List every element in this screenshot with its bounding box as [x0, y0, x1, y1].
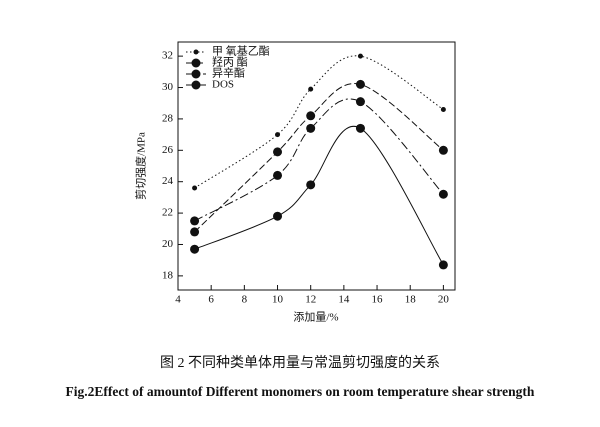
legend-label: 甲 氧基乙酯 — [212, 44, 270, 58]
data-point — [306, 180, 316, 190]
series-line — [194, 125, 444, 266]
x-tick-label: 14 — [338, 294, 350, 306]
legend-marker — [191, 58, 201, 68]
y-tick-label: 18 — [162, 269, 174, 281]
x-tick-label: 18 — [405, 294, 417, 306]
x-tick-label: 16 — [372, 294, 384, 306]
data-point — [438, 145, 448, 155]
data-point — [440, 106, 446, 112]
data-point — [355, 123, 365, 133]
data-point — [192, 185, 198, 191]
x-axis-label: 添加量/% — [293, 310, 338, 324]
data-point — [190, 216, 200, 226]
data-point — [306, 123, 316, 133]
y-tick-label: 30 — [162, 81, 174, 93]
data-point — [438, 260, 448, 270]
series-line — [194, 98, 444, 222]
legend-label: DOS — [212, 79, 234, 91]
x-tick-label: 8 — [242, 294, 248, 306]
data-point — [275, 132, 281, 138]
caption-en: Fig.2Effect of amountof Different monome… — [66, 384, 535, 399]
data-point — [308, 86, 314, 92]
caption-zh: 图 2 不同种类单体用量与常温剪切强度的关系 — [160, 355, 440, 371]
x-tick-label: 4 — [175, 294, 181, 306]
y-tick-label: 20 — [162, 238, 174, 250]
data-point — [355, 97, 365, 107]
data-point — [190, 244, 200, 254]
legend-label: 羟丙 酯 — [212, 55, 248, 69]
series-line — [194, 83, 444, 233]
data-point — [273, 170, 283, 180]
y-tick-label: 24 — [162, 175, 174, 187]
y-tick-label: 32 — [162, 50, 173, 62]
x-tick-label: 12 — [305, 294, 316, 306]
y-tick-label: 22 — [162, 207, 173, 219]
y-tick-label: 28 — [162, 112, 174, 124]
data-point — [357, 53, 363, 59]
data-point — [306, 111, 316, 121]
data-point — [190, 227, 200, 237]
y-axis-label: 剪切强度/MPa — [134, 132, 148, 200]
data-point — [273, 147, 283, 157]
data-point — [438, 189, 448, 199]
data-point — [355, 79, 365, 89]
legend-marker — [191, 80, 201, 90]
data-point — [273, 211, 283, 221]
x-tick-label: 20 — [438, 294, 450, 306]
plot-frame — [177, 41, 456, 291]
series-line — [194, 55, 444, 189]
x-tick-label: 6 — [208, 294, 214, 306]
legend-marker — [193, 49, 199, 55]
y-tick-label: 26 — [162, 144, 174, 156]
x-tick-label: 10 — [272, 294, 284, 306]
legend-marker — [191, 69, 201, 79]
legend-label: 异辛酯 — [212, 66, 245, 80]
